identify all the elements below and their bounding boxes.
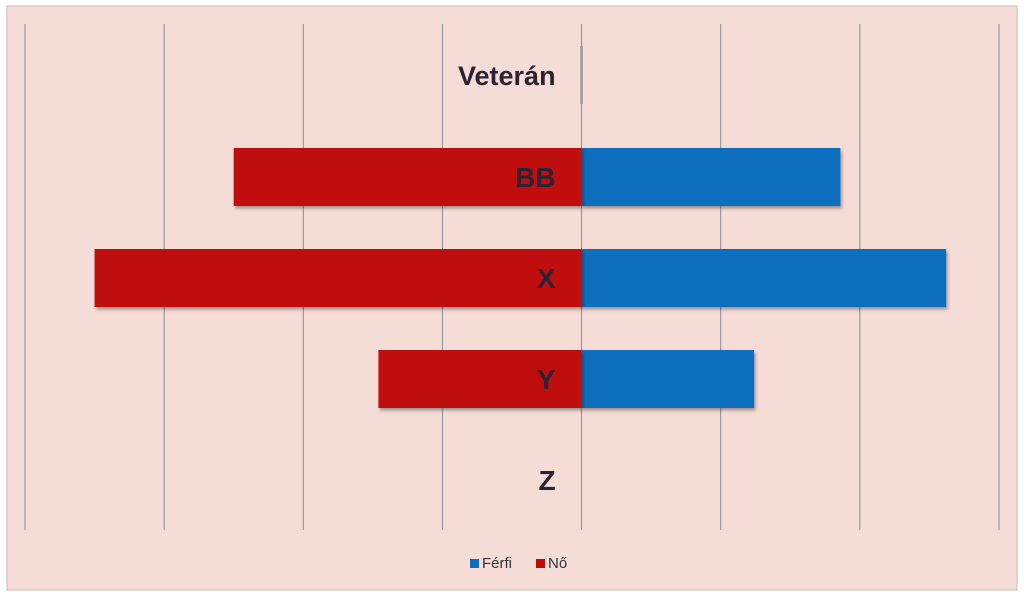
legend-swatch <box>536 559 545 568</box>
legend: Férfi Nő <box>470 555 567 572</box>
bar-ferfi-y <box>581 350 755 408</box>
legend-label: Férfi <box>482 555 512 572</box>
category-label: X <box>537 263 556 294</box>
bar-no-x <box>94 249 582 307</box>
category-label: Y <box>537 364 556 395</box>
category-label: Z <box>538 465 555 496</box>
legend-swatch <box>470 559 479 568</box>
bar-ferfi-bb <box>581 148 841 206</box>
legend-label: Nő <box>548 555 567 572</box>
category-label: BB <box>515 162 555 193</box>
category-labels: Veterán BB X Y Z <box>458 61 556 496</box>
bar-no-bb <box>233 148 582 206</box>
bar-ferfi-x <box>581 249 947 307</box>
bars <box>94 148 947 408</box>
category-label: Veterán <box>458 61 556 91</box>
bar-no-y <box>378 350 582 408</box>
